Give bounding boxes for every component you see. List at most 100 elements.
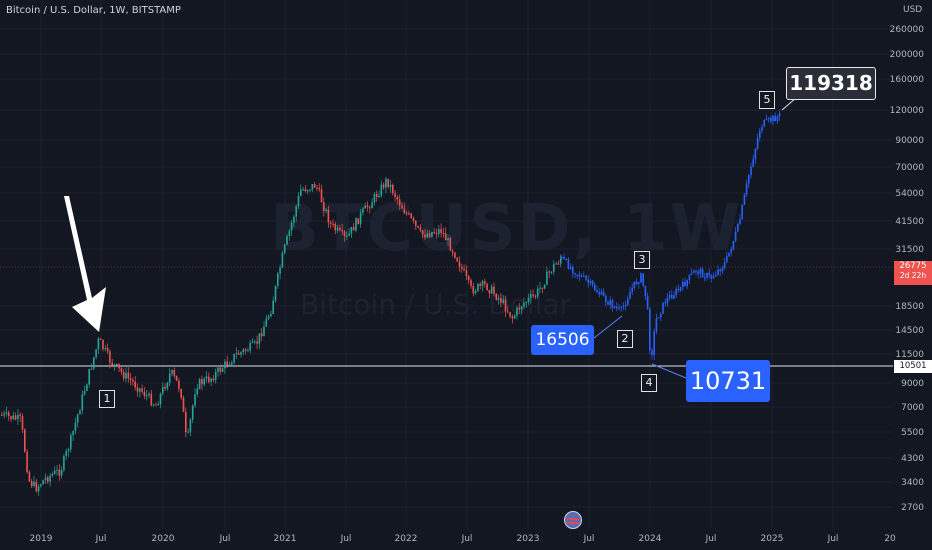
projection-body [719, 269, 721, 272]
candle-body [302, 189, 304, 191]
candle-body [125, 372, 127, 379]
candle-body [306, 189, 309, 192]
candle-body [217, 367, 219, 372]
y-tick: 54000 [895, 189, 924, 199]
y-tick: 41500 [895, 217, 924, 227]
candle-body [481, 281, 484, 286]
candle-body [495, 293, 498, 300]
candle-body [127, 372, 130, 379]
candle-body [511, 316, 514, 319]
projection-body [578, 274, 581, 277]
candle-body [60, 470, 63, 476]
candle-body [318, 187, 320, 190]
y-tick: 7000 [901, 403, 924, 413]
candle-body [467, 276, 470, 281]
candle-body [26, 451, 28, 473]
projection-body [607, 301, 609, 305]
projection-body [706, 273, 708, 278]
candle-body [24, 429, 26, 452]
candle-body [201, 379, 203, 385]
candle-body [40, 484, 42, 487]
projection-body [580, 275, 583, 277]
candle-body [44, 477, 47, 481]
candle-body [472, 286, 475, 294]
candle-body [247, 350, 249, 352]
candle-body [235, 353, 238, 355]
candle-body [490, 286, 493, 294]
projection-body [598, 292, 600, 295]
candle-body [359, 212, 362, 225]
candle-body [231, 362, 233, 365]
candle-body [334, 223, 337, 231]
candle-body [520, 306, 523, 310]
candle-body [210, 378, 212, 382]
projection-body [644, 285, 647, 296]
candle-body [263, 326, 265, 337]
grid-lines [0, 0, 893, 528]
candle-body [185, 411, 187, 433]
y-tick: 2700 [901, 503, 924, 513]
projection-body [596, 290, 598, 293]
x-tick: 2025 [760, 534, 784, 544]
x-tick: Jul [461, 534, 473, 544]
projection-body [684, 281, 686, 287]
x-tick: 2021 [273, 534, 297, 544]
y-tick: 14500 [895, 326, 924, 336]
candle-body [166, 382, 169, 389]
projection-body [635, 281, 638, 285]
candle-body [122, 371, 125, 379]
projection-body [686, 280, 688, 287]
projection-body [561, 256, 563, 258]
candle-body [323, 202, 325, 211]
candle-body [497, 297, 500, 300]
label-119318: 119318 [786, 67, 876, 100]
candle-body [17, 414, 19, 420]
candle-body [171, 370, 173, 374]
candle-body [157, 404, 159, 406]
candle-body [479, 283, 481, 286]
candle-body [205, 376, 208, 379]
projection-body [646, 295, 649, 309]
candle-body [447, 237, 449, 241]
candle-body [410, 213, 412, 219]
projection-body [585, 275, 587, 280]
candle-body [164, 386, 166, 389]
x-tick: 2023 [516, 534, 540, 544]
y-tick: 9000 [901, 379, 924, 389]
projection-body [589, 280, 592, 283]
candle-body [348, 233, 350, 236]
candle-body [392, 184, 394, 194]
candle-body [95, 349, 97, 358]
projection-body [767, 117, 770, 119]
candle-body [47, 477, 49, 482]
candle-body [456, 257, 458, 262]
candle-body [56, 469, 58, 471]
candle-body [281, 252, 284, 268]
candle-body [191, 405, 194, 420]
projection-body [690, 272, 693, 275]
candle-body [530, 294, 532, 298]
candle-body [260, 333, 263, 337]
candle-body [272, 300, 274, 315]
projection-body [697, 271, 699, 274]
candle-body [12, 415, 15, 420]
candle-body [313, 184, 316, 188]
projection-body [774, 115, 776, 122]
projection-body [675, 288, 677, 296]
candle-body [132, 380, 134, 382]
projection-body [649, 308, 651, 351]
projection-body [587, 279, 589, 283]
projection-body [677, 288, 680, 291]
candle-body [415, 220, 417, 226]
candle-body [277, 273, 279, 286]
candle-body [3, 413, 5, 416]
projection-body [660, 313, 662, 318]
candle-body [118, 363, 120, 369]
candle-body [477, 283, 479, 292]
candle-body [49, 475, 51, 482]
us-flag-icon[interactable] [564, 511, 582, 529]
candle-body [88, 369, 90, 385]
candle-body [378, 195, 380, 198]
